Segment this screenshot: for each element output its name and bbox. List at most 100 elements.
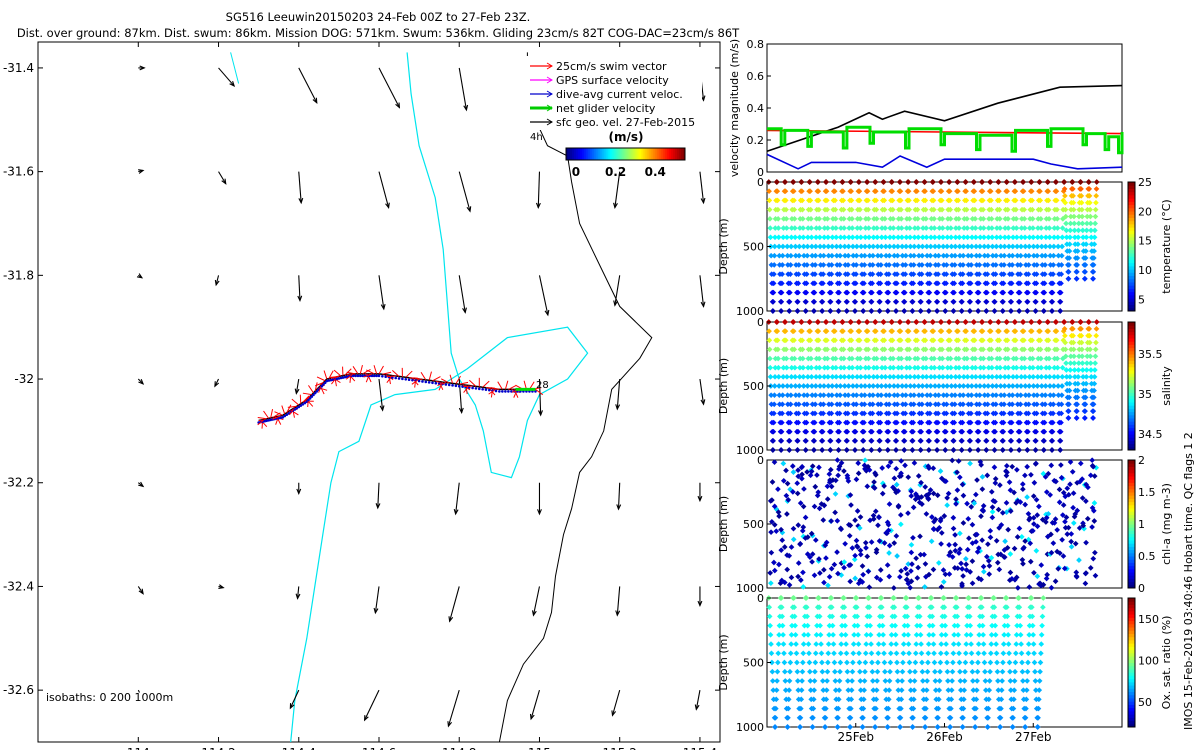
data-point	[866, 243, 873, 250]
data-point	[819, 428, 826, 435]
dive-position-marker	[322, 383, 325, 386]
data-point	[775, 364, 782, 371]
geo-velocity-arrow	[378, 378, 385, 412]
data-point	[906, 197, 912, 204]
data-point	[895, 234, 901, 241]
data-point	[803, 438, 809, 444]
section-colorbar-cell	[1128, 421, 1135, 425]
data-point	[771, 243, 778, 250]
dive-position-marker	[269, 418, 272, 422]
colorbar-cell	[617, 148, 621, 160]
data-point	[919, 383, 926, 389]
arrow-head	[544, 309, 550, 317]
data-point	[1075, 227, 1082, 234]
data-point	[852, 308, 858, 314]
data-point	[807, 188, 813, 195]
data-point	[1022, 243, 1029, 250]
data-point	[766, 188, 772, 195]
data-point	[902, 419, 908, 426]
colorbar-cell	[569, 148, 573, 160]
dive-position-marker	[494, 389, 498, 393]
data-point	[852, 447, 858, 453]
data-point	[791, 216, 798, 222]
data-point	[799, 197, 806, 204]
data-point	[931, 216, 937, 222]
data-point	[944, 243, 950, 250]
data-point	[1020, 179, 1027, 185]
data-point	[770, 298, 776, 305]
data-point	[899, 234, 905, 241]
data-point	[953, 225, 959, 231]
data-point	[924, 392, 930, 398]
geo-velocity-arrow	[138, 65, 146, 71]
data-point	[926, 438, 932, 444]
data-point	[828, 289, 834, 296]
section-colorbar-cell	[1128, 294, 1135, 299]
data-point	[877, 271, 884, 277]
data-point	[920, 364, 926, 371]
data-point	[860, 289, 867, 296]
geo-velocity-arrow	[615, 378, 621, 411]
data-point	[775, 355, 781, 362]
section-colorbar-cell	[1128, 301, 1135, 306]
section-colorbar-cell	[1128, 437, 1135, 441]
arrow-shaft	[215, 275, 220, 286]
data-point	[956, 225, 962, 231]
data-point	[902, 410, 909, 417]
data-point	[850, 383, 856, 389]
data-point	[829, 392, 835, 398]
data-point	[943, 280, 949, 287]
section-colorbar-cell	[1128, 347, 1135, 352]
data-point	[771, 383, 778, 389]
data-point	[858, 252, 865, 259]
data-point	[940, 243, 947, 250]
data-point	[786, 438, 793, 444]
swim-vector	[382, 371, 392, 375]
data-point	[843, 308, 850, 314]
data-point	[964, 225, 971, 231]
data-point	[801, 392, 807, 398]
section-colorbar-cell	[1128, 517, 1135, 522]
data-point	[928, 225, 935, 231]
section-colorbar-frame	[1127, 181, 1136, 312]
data-point	[783, 364, 790, 371]
data-point	[1024, 308, 1031, 314]
data-point	[790, 188, 797, 195]
data-point	[1040, 308, 1047, 314]
data-point	[779, 419, 785, 426]
section-colorbar-cell	[1128, 565, 1135, 570]
data-point	[768, 392, 774, 398]
dive-position-marker	[481, 387, 484, 391]
data-point	[870, 392, 876, 398]
data-point	[837, 401, 843, 408]
data-point	[926, 289, 933, 296]
section-colorbar-cell	[1128, 265, 1135, 270]
data-point	[907, 234, 913, 241]
section-colorbar-tick-label: 1	[1138, 518, 1145, 531]
section-colorbar-cell	[1128, 656, 1135, 660]
data-point	[795, 419, 802, 426]
data-point	[807, 346, 814, 353]
data-point	[903, 374, 910, 380]
data-point	[930, 319, 936, 325]
data-point	[878, 262, 884, 268]
data-point	[1074, 262, 1080, 268]
dive-position-marker	[401, 377, 404, 381]
data-point	[833, 243, 840, 250]
data-point	[775, 206, 781, 213]
data-point	[804, 392, 811, 398]
data-point	[849, 364, 856, 371]
geo-velocity-arrow	[138, 169, 145, 174]
data-point	[1063, 234, 1070, 241]
x-tick-label: 115.2	[603, 746, 637, 750]
data-point	[931, 346, 937, 353]
swim-vector	[373, 365, 378, 374]
data-point	[923, 216, 929, 222]
data-point	[901, 298, 908, 305]
swim-vector	[490, 387, 500, 390]
velocity-frame	[766, 43, 1123, 173]
data-point	[1070, 192, 1076, 199]
arrow-head	[537, 509, 542, 516]
data-point	[868, 298, 875, 305]
data-point	[788, 392, 794, 398]
